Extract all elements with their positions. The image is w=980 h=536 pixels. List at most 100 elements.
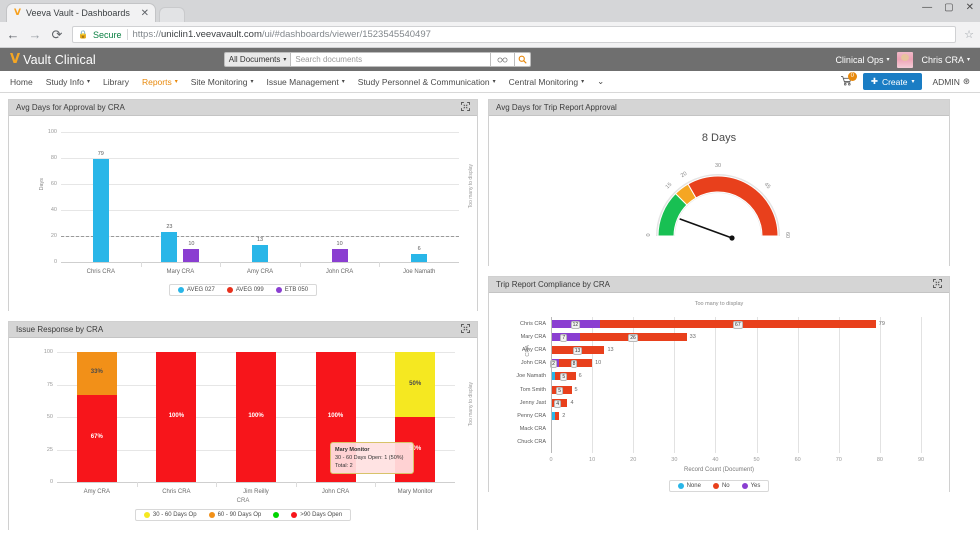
segment-value-label: 4 [554, 399, 561, 408]
legend-item[interactable]: AVEG 099 [226, 287, 264, 293]
new-tab-button[interactable] [159, 7, 185, 22]
domain-switcher[interactable]: Clinical Ops ▾ [835, 55, 889, 65]
reload-icon[interactable]: ⟳ [51, 26, 63, 42]
chart-issue-response: Too many to display 0 25 50 75 100 Amy CRA 67% 3… [9, 338, 477, 530]
bookmark-star-icon[interactable]: ☆ [964, 29, 974, 41]
nav-item-home[interactable]: Home [10, 77, 33, 87]
gauge-svg [656, 174, 780, 241]
y-tick-label: 40 [50, 207, 57, 213]
nav-overflow-button[interactable]: ⌄ [597, 76, 604, 87]
user-menu[interactable]: Chris CRA ▾ [921, 55, 970, 65]
minimize-icon[interactable]: — [922, 2, 933, 13]
x-category-label: Jim Reilly [243, 489, 269, 495]
legend-label: No [721, 483, 730, 489]
avatar[interactable] [897, 51, 914, 68]
expand-icon[interactable] [932, 278, 943, 290]
legend-label: AVEG 099 [235, 287, 264, 293]
legend-label: 30 - 60 Days Op [152, 512, 197, 518]
legend-item[interactable]: >90 Days Open [291, 512, 342, 518]
nav-item-central-monitoring[interactable]: Central Monitoring ▾ [509, 77, 584, 87]
y-tick-label: 0 [49, 479, 53, 485]
gridline [715, 317, 717, 453]
legend-item[interactable]: None [677, 483, 701, 489]
cart-icon[interactable]: 0 [840, 71, 857, 89]
tooltip: Mary Monitor 30 - 60 Days Open: 1 (50%) To… [330, 442, 414, 474]
browser-tab[interactable]: V Veeva Vault - Dashboards ✕ [6, 3, 156, 22]
legend-color-dot [712, 483, 719, 489]
address-bar[interactable]: 🔒 Secure https://uniclin1.veevavault.com… [72, 26, 957, 43]
bar-segment[interactable] [395, 352, 436, 417]
search-scope-dropdown[interactable]: All Documents ▾ [223, 52, 291, 67]
x-tick-label: 10 [589, 457, 596, 463]
legend-color-dot [677, 483, 684, 489]
maximize-icon[interactable]: ▢ [944, 2, 954, 13]
legend-item[interactable]: 30 - 60 Days Op [143, 512, 197, 518]
bar-segment[interactable] [551, 412, 556, 420]
panel-title: Avg Days for Trip Report Approval [496, 103, 617, 112]
vault-brand[interactable]: V Vault Clinical [10, 52, 96, 67]
expand-icon[interactable] [460, 101, 471, 113]
chevron-down-icon: ▾ [581, 79, 585, 85]
search-input[interactable]: Search documents [290, 52, 491, 67]
nav-label: Site Monitoring [190, 76, 248, 87]
bar-segment[interactable] [551, 372, 556, 381]
x-category-label: Amy CRA [246, 269, 274, 275]
legend-item[interactable]: Yes [741, 483, 760, 489]
nav-item-study-info[interactable]: Study Info ▾ [46, 77, 90, 87]
legend-label: AVEG 027 [186, 287, 215, 293]
back-icon[interactable]: ← [6, 26, 20, 42]
window-close-icon[interactable]: ✕ [965, 2, 974, 13]
panel-header: Avg Days for Trip Report Approval [489, 100, 949, 116]
nav-label: Study Personnel & Communication [357, 76, 490, 87]
nav-item-issue-management[interactable]: Issue Management ▾ [266, 77, 344, 87]
bar[interactable] [183, 249, 200, 262]
legend-item[interactable]: 60 - 90 Days Op [208, 512, 261, 518]
bar[interactable] [92, 159, 109, 262]
legend: AVEG 027 AVEG 099 ETB 050 [9, 284, 477, 296]
legend-item[interactable]: AVEG 027 [177, 287, 215, 293]
nav-item-library[interactable]: Library [103, 77, 129, 87]
gridline [633, 317, 635, 453]
bar-segment[interactable] [555, 412, 560, 420]
panel-trip-compliance: Trip Report Compliance by CRA 12 67 79 7 26 3… [488, 276, 950, 492]
panel-header: Issue Response by CRA [9, 322, 477, 338]
segment-value-label: 100% [168, 413, 185, 419]
chevron-down-icon: ▾ [966, 57, 970, 63]
axis-tick [216, 482, 218, 487]
bar-segment[interactable] [156, 352, 197, 482]
x-category-label: Chris CRA [162, 489, 191, 495]
window-controls: — ▢ ✕ [922, 3, 974, 13]
create-button[interactable]: ✚ Create ▾ [862, 73, 923, 90]
search-icon [519, 55, 528, 64]
chevron-down-icon: ▾ [492, 79, 496, 85]
legend-item[interactable]: No [712, 483, 730, 489]
admin-link[interactable]: ADMIN ⊛ [932, 76, 970, 87]
bar[interactable] [411, 254, 428, 262]
bar[interactable] [161, 232, 178, 262]
gridline [61, 132, 459, 133]
search-button[interactable] [514, 52, 532, 67]
legend-label: >90 Days Open [300, 512, 343, 518]
legend-item[interactable] [273, 512, 280, 518]
nav-item-reports[interactable]: Reports ▾ [142, 77, 178, 87]
bar[interactable] [252, 245, 268, 262]
bar-segment[interactable] [76, 352, 117, 395]
expand-icon[interactable] [460, 323, 471, 335]
gridline [61, 158, 459, 159]
close-icon[interactable]: ✕ [140, 7, 149, 19]
legend-item[interactable]: ETB 050 [275, 287, 308, 293]
tooltip-line-2: Total: 2 [335, 463, 353, 469]
nav-item-study-personnel-communication[interactable]: Study Personnel & Communication ▾ [358, 77, 496, 87]
advanced-search-icon[interactable] [490, 52, 515, 67]
y-tick-label: 20 [50, 233, 57, 239]
segment-value-label: 5 [560, 373, 568, 382]
forward-icon[interactable]: → [28, 26, 42, 42]
nav-item-site-monitoring[interactable]: Site Monitoring ▾ [191, 77, 254, 87]
x-tick-label: 0 [549, 457, 553, 463]
segment-value-label: 2 [550, 360, 557, 369]
bar[interactable] [331, 249, 348, 262]
panel-header: Avg Days for Approval by CRA [9, 100, 477, 116]
bar-segment[interactable] [76, 394, 117, 482]
segment-value-label: 5 [556, 386, 564, 395]
bar-segment[interactable] [236, 352, 276, 482]
